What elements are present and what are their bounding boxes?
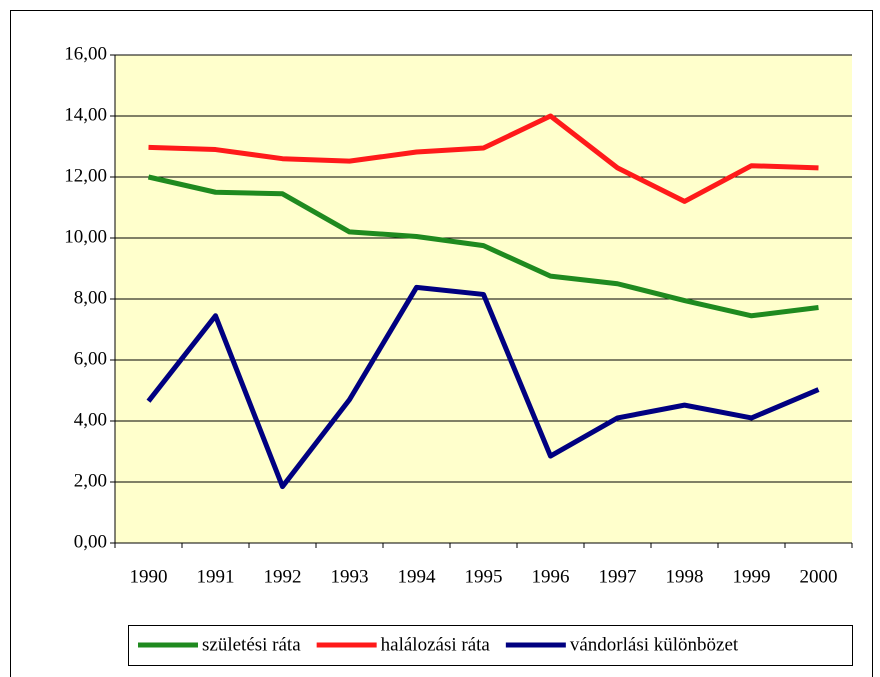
x-tick-label: 1992 (264, 566, 302, 587)
y-tick-label: 8,00 (74, 287, 107, 308)
y-tick-label: 16,00 (64, 43, 107, 64)
x-tick-label: 1991 (197, 566, 235, 587)
y-tick-label: 4,00 (74, 409, 107, 430)
x-tick-label: 1997 (599, 566, 637, 587)
y-tick-label: 2,00 (74, 470, 107, 491)
legend (128, 625, 853, 666)
series-line (146, 284, 820, 490)
y-tick-label: 10,00 (64, 226, 107, 247)
series-line (147, 174, 819, 319)
x-tick-label: 1998 (666, 566, 704, 587)
legend-label: vándorlási különbözet (570, 634, 739, 655)
x-tick-label: 1990 (130, 566, 168, 587)
series-line (148, 113, 819, 204)
x-tick-label: 1999 (733, 566, 771, 587)
x-tick-label: 2000 (800, 566, 838, 587)
x-tick-label: 1994 (398, 566, 437, 587)
y-tick-label: 6,00 (74, 348, 107, 369)
x-tick-label: 1993 (331, 566, 369, 587)
legend-label: halálozási ráta (381, 634, 491, 655)
y-tick-label: 0,00 (74, 531, 107, 552)
x-tick-label: 1995 (465, 566, 503, 587)
y-tick-label: 12,00 (64, 165, 107, 186)
y-tick-label: 14,00 (64, 104, 107, 125)
x-tick-label: 1996 (532, 566, 570, 587)
legend-label: születési ráta (202, 634, 301, 655)
